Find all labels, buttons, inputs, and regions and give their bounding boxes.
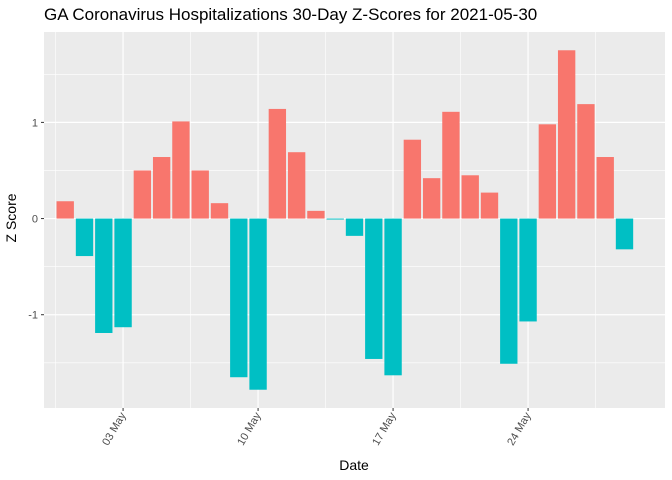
bar [268, 108, 287, 219]
bars [56, 50, 634, 390]
bar [480, 192, 499, 219]
bar [75, 218, 94, 257]
bar [422, 178, 441, 219]
bar [615, 218, 634, 250]
y-tick-label: 1 [32, 117, 38, 129]
bar [114, 218, 132, 328]
bar [307, 210, 325, 219]
bar [500, 218, 518, 364]
bar [403, 139, 422, 219]
y-axis-title: Z Score [3, 193, 19, 242]
bar [152, 157, 171, 219]
bar [519, 218, 537, 322]
chart-title: GA Coronavirus Hospitalizations 30-Day Z… [44, 5, 537, 24]
bar [95, 218, 113, 333]
bar [442, 111, 460, 219]
bar [365, 218, 383, 359]
bar [345, 218, 364, 236]
bar [133, 170, 152, 219]
y-axis-ticks: -1 0 1 [28, 117, 44, 322]
bar [210, 203, 229, 219]
bar [287, 152, 306, 219]
bar [461, 175, 479, 219]
x-axis-ticks: 03 May 10 May 17 May 24 May [100, 408, 534, 448]
x-axis-title: Date [339, 457, 369, 473]
y-tick-label: -1 [28, 310, 38, 322]
bar [557, 50, 576, 219]
x-tick-label: 17 May [370, 410, 399, 448]
y-tick-label: 0 [32, 214, 38, 226]
bar [191, 170, 209, 219]
x-tick-label: 24 May [505, 410, 534, 448]
x-tick-label: 03 May [100, 410, 129, 448]
bar [577, 104, 595, 219]
bar [172, 121, 190, 219]
bar [538, 124, 557, 219]
bar [249, 218, 267, 390]
bar [596, 157, 614, 219]
x-tick-label: 10 May [235, 410, 264, 448]
bar [384, 218, 402, 376]
bar [326, 218, 344, 220]
bar [56, 201, 74, 219]
bar [230, 218, 248, 378]
